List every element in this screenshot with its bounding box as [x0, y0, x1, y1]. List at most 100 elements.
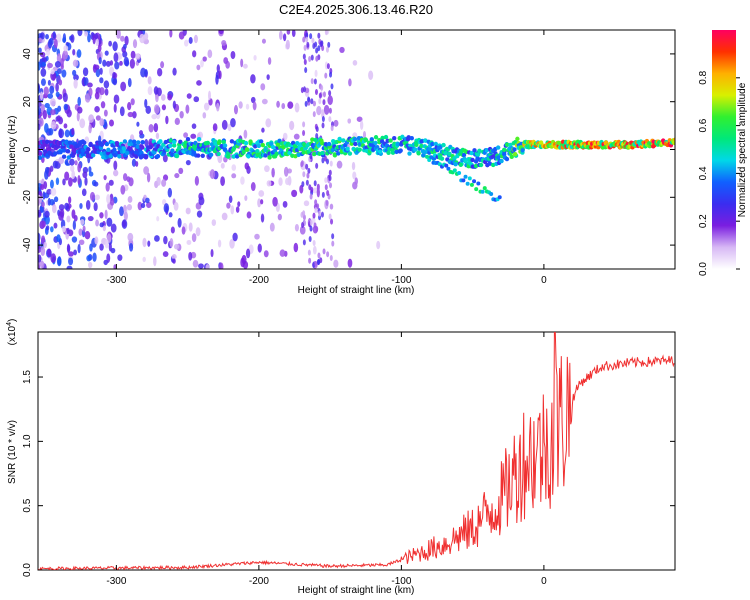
spectrogram-branch-cell [463, 174, 468, 179]
spectrogram-ridge-cell [377, 149, 383, 154]
spectrogram-ridge-cell [499, 158, 504, 164]
spectrogram-noise-cell [78, 228, 83, 236]
spectrogram-ridge-cell [44, 139, 50, 144]
spectrogram-noise-cell [52, 31, 56, 39]
spectrogram-ridge-cell [375, 145, 380, 150]
spectrogram-noise-cell [328, 107, 332, 114]
spectrogram-noise-cell [120, 185, 126, 195]
spectrogram-ridge-cell [246, 154, 251, 159]
spectrogram-noise-cell [278, 177, 283, 186]
spectrogram-noise-cell [39, 184, 45, 191]
spectrogram-noise-cell [123, 211, 128, 221]
spectrogram-noise-cell [113, 160, 118, 171]
spectrogram-noise-cell [47, 248, 52, 257]
spectrogram-noise-cell [147, 240, 151, 247]
spectrogram-noise-cell [63, 123, 68, 129]
spectrogram-noise-cell [154, 235, 160, 242]
spectrogram-ridge-cell [441, 142, 446, 148]
spectrogram-ridge-cell [243, 140, 249, 146]
spectrogram-noise-cell [45, 33, 49, 40]
spectrogram-noise-cell [129, 242, 134, 252]
spectrogram-noise-cell [56, 234, 61, 243]
spectrogram-branch-cell [472, 179, 477, 184]
colorbar-tick-label: 0.8 [698, 70, 709, 84]
spectrogram-noise-cell [221, 119, 228, 130]
spectrogram-noise-cell [305, 36, 309, 43]
spectrogram-x-label: Height of straight line (km) [298, 285, 415, 296]
x-tick-label: -300 [106, 576, 126, 587]
figure-title: C2E4.2025.306.13.46.R20 [279, 2, 433, 17]
spectrogram-noise-cell [76, 111, 80, 122]
spectrogram-noise-cell [109, 198, 115, 206]
spectrogram-noise-cell [153, 104, 160, 114]
spectrogram-noise-cell [198, 263, 204, 269]
spectrogram-noise-cell [309, 33, 313, 40]
spectrogram-noise-cell [153, 86, 159, 95]
spectrogram-noise-cell [112, 72, 116, 78]
spectrogram-noise-cell [130, 98, 135, 106]
spectrogram-noise-cell [38, 47, 42, 54]
spectrogram-noise-cell [119, 206, 124, 217]
spectrogram-noise-cell [50, 187, 57, 197]
spectrogram-ridge-cell [390, 150, 396, 155]
spectrogram-noise-cell [329, 182, 333, 189]
spectrogram-noise-cell [339, 46, 345, 54]
spectrogram-noise-cell [105, 182, 110, 192]
spectrogram-ridge-cell [438, 144, 443, 150]
spectrogram-noise-cell [44, 103, 50, 109]
spectrogram-noise-cell [72, 59, 79, 67]
spectrogram-noise-cell [123, 56, 129, 67]
spectrogram-noise-cell [294, 102, 300, 113]
spectrogram-noise-cell [232, 232, 238, 242]
spectrogram-noise-cell [146, 201, 152, 209]
spectrogram-branch-cell [474, 187, 479, 192]
spectrogram-noise-cell [53, 38, 58, 49]
spectrogram-noise-cell [315, 55, 319, 62]
spectrogram-noise-cell [260, 199, 264, 205]
spectrogram-ridge-cell [117, 154, 122, 159]
spectrogram-noise-cell [43, 86, 49, 96]
spectrogram-ridge-cell [515, 136, 520, 142]
spectrogram-noise-cell [86, 255, 92, 262]
spectrogram-noise-cell [38, 123, 41, 131]
spectrogram-noise-cell [68, 196, 72, 204]
spectrogram-noise-cell [49, 85, 55, 95]
spectrogram-ridge-cell [170, 148, 175, 153]
spectrogram-ridge-cell [253, 144, 258, 149]
colorbar-tick-label: 0.6 [698, 118, 709, 132]
spectrogram-ridge-cell [38, 151, 43, 156]
spectrogram-noise-cell [299, 225, 306, 235]
spectrogram-noise-cell [219, 262, 224, 269]
snr-x-ticks: -300 -200 -100 0 [106, 332, 547, 587]
spectrogram-noise-cell [347, 258, 353, 268]
spectrogram-noise-cell [53, 222, 58, 229]
spectrogram-noise-cell [169, 30, 173, 38]
spectrogram-noise-cell [113, 103, 117, 113]
spectrogram-noise-cell [47, 93, 54, 99]
spectrogram-noise-cell [41, 235, 46, 245]
spectrogram-noise-cell [156, 176, 161, 186]
spectrogram-noise-cell [254, 233, 260, 240]
spectrogram-ridge-cell [178, 139, 183, 145]
spectrogram-noise-cell [139, 33, 145, 44]
spectrogram-noise-cell [49, 165, 54, 172]
spectrogram-noise-cell [347, 118, 352, 124]
spectrogram-noise-cell [106, 217, 113, 227]
spectrogram-ridge-cell [363, 137, 369, 143]
spectrogram-noise-cell [303, 59, 307, 66]
spectrogram-noise-cell [144, 98, 148, 108]
spectrogram-noise-cell [50, 121, 57, 130]
spectrogram-noise-cell [66, 227, 70, 235]
spectrogram-ridge-cell [104, 141, 110, 147]
spectrogram-noise-cell [88, 166, 92, 173]
spectrogram-noise-cell [376, 240, 381, 250]
spectrogram-branch-cell [467, 176, 472, 181]
spectrogram-noise-cell [94, 91, 100, 100]
spectrogram-noise-cell [314, 69, 318, 78]
spectrogram-noise-cell [119, 106, 125, 117]
spectrogram-noise-cell [50, 226, 54, 233]
x-tick-label: -200 [249, 576, 269, 587]
spectrogram-noise-cell [92, 34, 96, 45]
spectrogram-ridge-cell [61, 148, 67, 153]
